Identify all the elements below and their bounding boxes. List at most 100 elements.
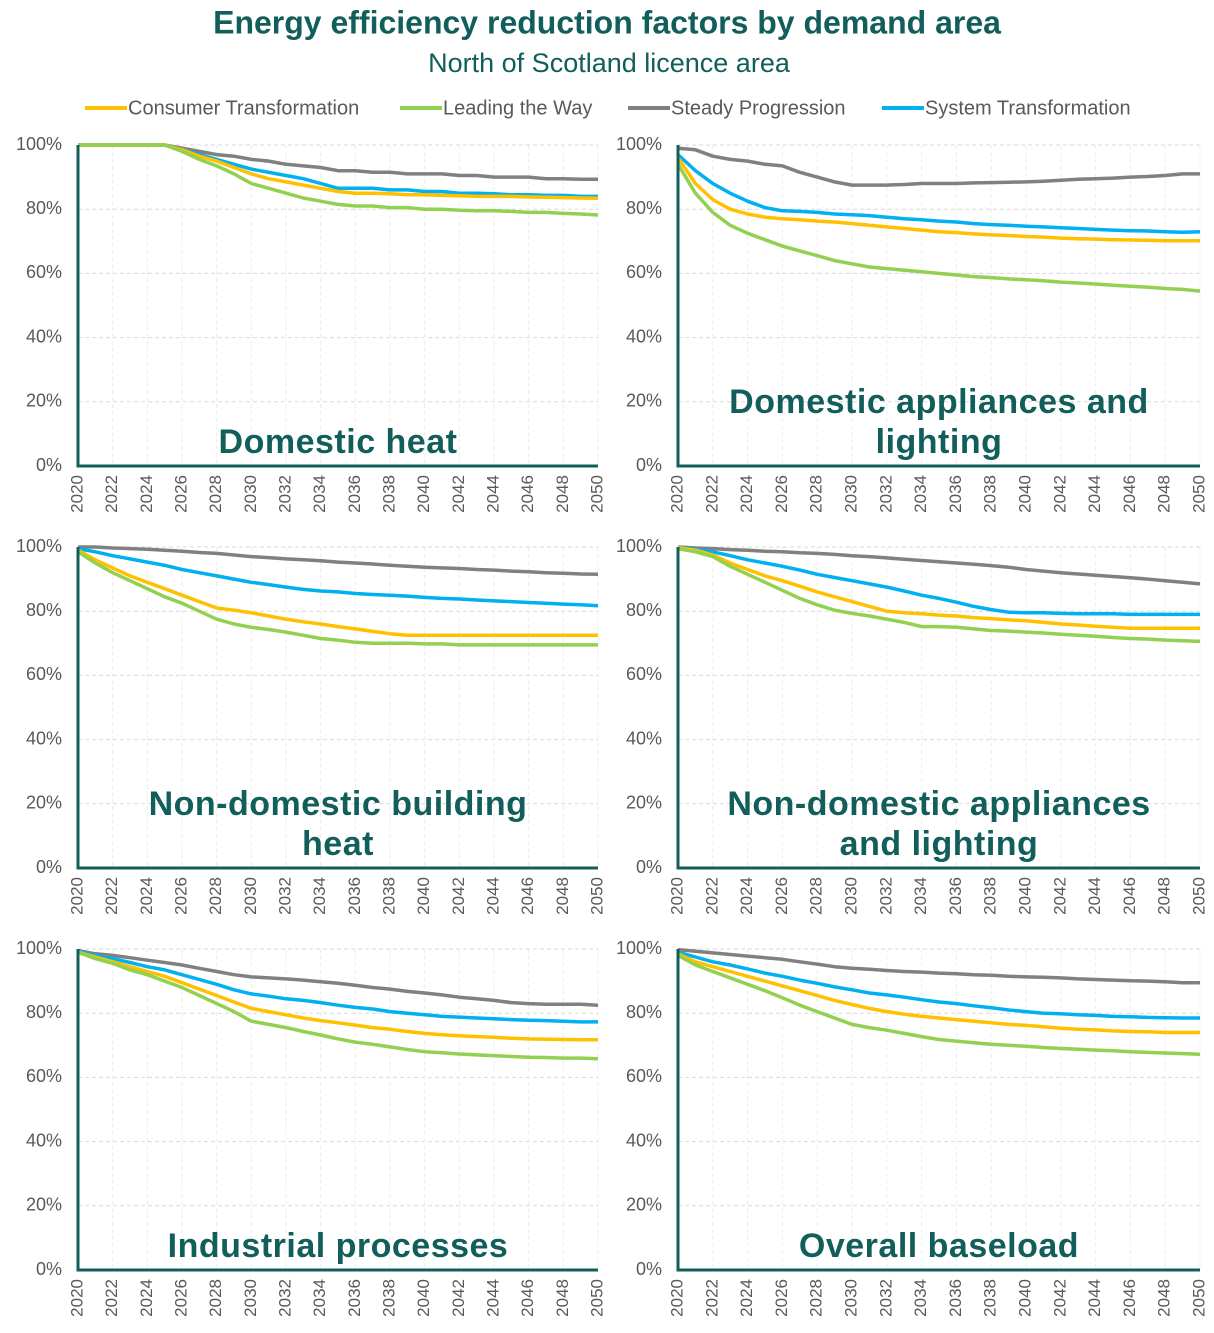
x-tick-label: 2040 [414,475,433,513]
y-tick-label: 40% [26,1130,62,1150]
x-tick-label: 2034 [310,475,329,513]
panel-title: Industrial processes [167,1227,509,1265]
series-line [677,947,1200,985]
panel: 0% 20% 40% 60% 80% 100% 2020 2022 2024 2026 2028 20… [616,536,1209,915]
panel-title: Domestic heat [218,423,458,461]
x-tick-label: 2038 [981,475,1000,513]
x-tick-label: 2048 [1155,1279,1174,1317]
x-tick-label: 2026 [772,877,791,915]
y-tick-label: 40% [26,326,62,346]
y-tick-label: 60% [626,262,662,282]
x-tick-label: 2026 [171,877,190,915]
x-tick-label: 2036 [946,877,965,915]
x-tick-label: 2050 [587,475,606,513]
x-tick-label: 2038 [379,475,398,513]
x-tick-label: 2026 [171,475,190,513]
y-tick-label: 100% [616,536,662,556]
y-tick-label: 40% [626,1130,662,1150]
x-tick-label: 2024 [737,475,756,513]
y-tick-label: 60% [26,664,62,684]
y-tick-label: 0% [36,1259,62,1279]
x-tick-label: 2024 [737,877,756,915]
x-tick-label: 2034 [911,475,930,513]
x-tick-label: 2034 [310,877,329,915]
x-tick-label: 2028 [807,1279,826,1317]
y-tick-label: 100% [616,938,662,958]
y-tick-label: 80% [626,198,662,218]
x-tick-label: 2048 [1155,877,1174,915]
legend-label: System Transformation [925,97,1131,119]
panel: 0% 20% 40% 60% 80% 100% 2020 2022 2024 2026 2028 20… [616,134,1209,513]
y-tick-label: 0% [36,857,62,877]
x-tick-label: 2042 [1050,475,1069,513]
x-tick-label: 2044 [483,475,502,513]
chart-subtitle: North of Scotland licence area [428,48,791,78]
x-tick-label: 2022 [702,475,721,513]
x-tick-label: 2044 [1085,475,1104,513]
y-tick-label: 60% [26,1066,62,1086]
series-line [77,949,598,1024]
y-tick-label: 0% [36,455,62,475]
x-tick-label: 2042 [1050,877,1069,915]
y-tick-label: 20% [26,391,62,411]
y-tick-label: 20% [26,1195,62,1215]
x-tick-label: 2020 [667,877,686,915]
x-tick-label: 2044 [1085,1279,1104,1317]
x-tick-label: 2044 [483,877,502,915]
x-tick-label: 2024 [137,475,156,513]
y-tick-label: 100% [616,134,662,154]
x-tick-label: 2034 [911,877,930,915]
y-tick-label: 20% [626,1195,662,1215]
x-tick-label: 2020 [67,877,86,915]
x-tick-label: 2028 [807,475,826,513]
x-tick-label: 2030 [241,877,260,915]
x-tick-label: 2050 [1189,475,1208,513]
legend-label: Steady Progression [671,97,846,119]
x-tick-label: 2046 [518,475,537,513]
panel: 0% 20% 40% 60% 80% 100% 2020 2022 2024 2026 2028 20… [616,938,1209,1317]
x-tick-label: 2036 [345,475,364,513]
x-tick-label: 2032 [876,877,895,915]
y-tick-label: 60% [626,1066,662,1086]
x-tick-label: 2030 [241,475,260,513]
x-tick-label: 2046 [518,877,537,915]
panel: 0% 20% 40% 60% 80% 100% 2020 2022 2024 2026 2028 20… [16,134,607,513]
series-line [676,153,1201,235]
x-tick-label: 2042 [449,877,468,915]
x-tick-label: 2024 [137,1279,156,1317]
series-line [78,545,599,577]
x-tick-label: 2040 [1015,475,1034,513]
x-tick-label: 2036 [946,475,965,513]
x-tick-label: 2026 [772,1279,791,1317]
y-tick-label: 80% [626,600,662,620]
panel-title: Domestic appliances and lighting [729,383,1149,461]
series-line [77,950,599,1061]
x-tick-label: 2030 [841,877,860,915]
y-tick-label: 20% [26,793,62,813]
panel-title: Non-domestic appliances and lighting [727,785,1151,863]
x-tick-label: 2038 [981,1279,1000,1317]
y-tick-label: 100% [16,134,62,154]
x-tick-label: 2030 [841,475,860,513]
x-tick-label: 2044 [1085,877,1104,915]
x-tick-label: 2046 [1120,877,1139,915]
x-tick-label: 2042 [449,475,468,513]
x-tick-label: 2032 [275,877,294,915]
x-tick-label: 2036 [946,1279,965,1317]
x-tick-label: 2048 [553,475,572,513]
y-tick-label: 40% [26,728,62,748]
legend-label: Consumer Transformation [128,97,359,119]
x-tick-label: 2024 [737,1279,756,1317]
x-tick-label: 2028 [807,877,826,915]
series-line [677,545,1200,630]
y-tick-label: 0% [636,1259,662,1279]
x-tick-label: 2022 [102,877,121,915]
x-tick-label: 2040 [414,1279,433,1317]
series-line [77,546,599,608]
series-line [77,550,598,647]
x-tick-label: 2044 [483,1279,502,1317]
y-tick-label: 80% [26,198,62,218]
x-tick-label: 2034 [911,1279,930,1317]
x-tick-label: 2028 [206,1279,225,1317]
